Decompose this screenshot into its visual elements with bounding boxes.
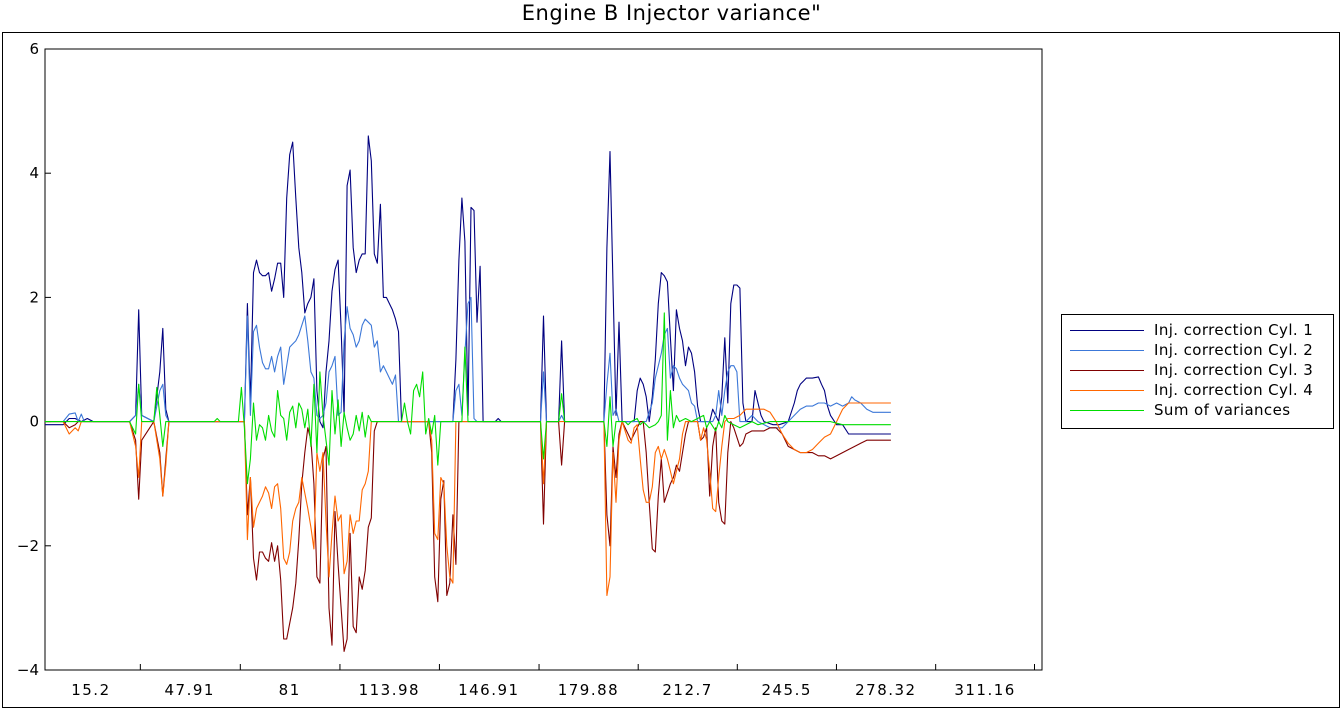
- legend: Inj. correction Cyl. 1 Inj. correction Cy…: [1061, 314, 1334, 429]
- x-axis: 15.2 47.91 81 113.98 146.91 179.88 212.7 245.5 2…: [71, 664, 1035, 699]
- series-line-4: [45, 402, 891, 597]
- series-lines: [45, 135, 891, 652]
- legend-item: Inj. correction Cyl. 2: [1062, 340, 1333, 360]
- legend-swatch: [1070, 329, 1144, 331]
- legend-swatch: [1070, 409, 1144, 411]
- y-tick-label: 4: [29, 164, 39, 182]
- legend-item: Inj. correction Cyl. 4: [1062, 380, 1333, 400]
- x-tick-label: 245.5: [761, 681, 811, 699]
- x-tick-label: 81: [279, 681, 301, 699]
- series-line-1: [45, 135, 891, 435]
- legend-label: Inj. correction Cyl. 2: [1154, 341, 1314, 359]
- x-tick-label: 15.2: [71, 681, 110, 699]
- legend-label: Inj. correction Cyl. 1: [1154, 321, 1314, 339]
- y-tick-label: 6: [29, 40, 39, 58]
- y-tick-label: −4: [17, 661, 39, 679]
- axes-box: [44, 48, 1043, 671]
- legend-swatch: [1070, 389, 1144, 391]
- x-tick-label: 113.98: [359, 681, 421, 699]
- series-line-2: [45, 296, 891, 429]
- y-tick-label: −2: [17, 537, 39, 555]
- legend-label: Inj. correction Cyl. 4: [1154, 381, 1314, 399]
- legend-swatch: [1070, 349, 1144, 351]
- x-tick-label: 47.91: [165, 681, 215, 699]
- figure-frame: [2, 32, 1340, 708]
- y-tick-label: 2: [29, 288, 39, 306]
- x-tick-label: 146.91: [458, 681, 520, 699]
- x-tick-label: 278.32: [855, 681, 917, 699]
- series-line-5: [45, 312, 891, 485]
- x-tick-label: 311.16: [954, 681, 1016, 699]
- legend-item: Inj. correction Cyl. 1: [1062, 320, 1333, 340]
- legend-label: Sum of variances: [1154, 401, 1291, 419]
- y-tick-label: 0: [29, 413, 39, 431]
- series-line-3: [45, 421, 891, 652]
- x-tick-label: 212.7: [662, 681, 712, 699]
- x-tick-label: 179.88: [558, 681, 620, 699]
- legend-label: Inj. correction Cyl. 3: [1154, 361, 1314, 379]
- legend-item: Sum of variances: [1062, 400, 1333, 420]
- legend-item: Inj. correction Cyl. 3: [1062, 360, 1333, 380]
- legend-swatch: [1070, 369, 1144, 371]
- y-axis: −4 −2 0 2 4 6: [17, 40, 51, 679]
- chart-title: Engine B Injector variance": [521, 1, 822, 25]
